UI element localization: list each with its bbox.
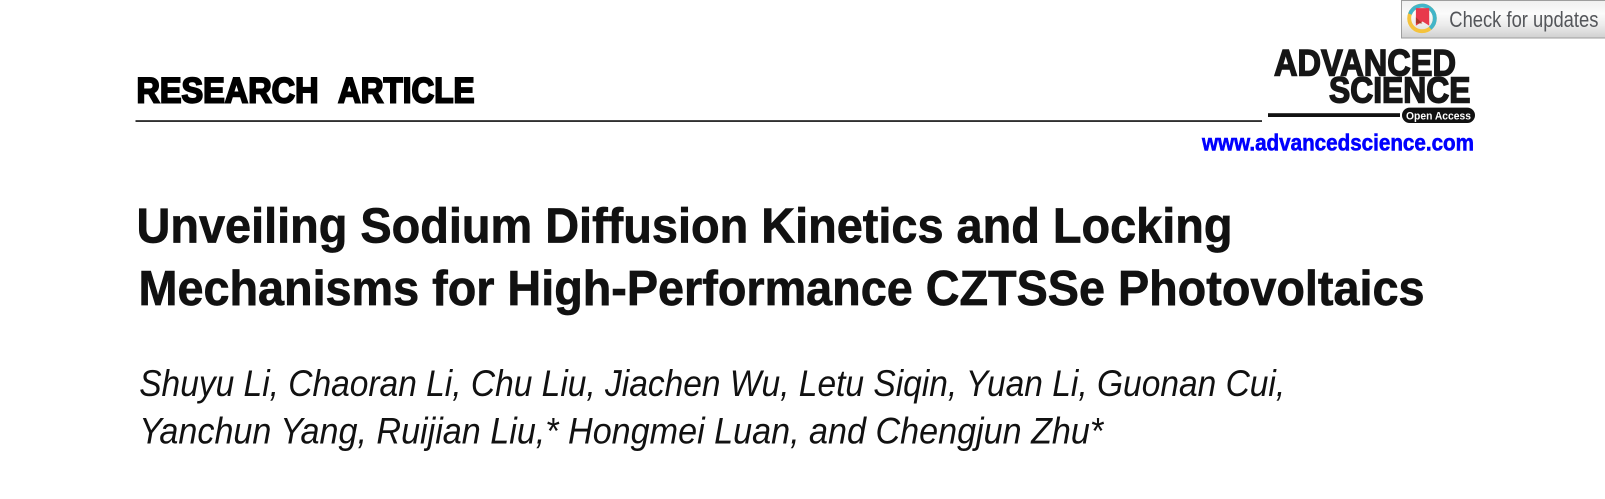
svg-text:Open Access: Open Access: [1406, 110, 1471, 122]
svg-text:Unveiling Sodium Diffusion Kin: Unveiling Sodium Diffusion Kinetics and …: [137, 199, 1233, 254]
svg-text:www.advancedscience.com: www.advancedscience.com: [1201, 129, 1474, 155]
svg-text:Mechanisms for High-Performanc: Mechanisms for High-Performance CZTSSe P…: [139, 261, 1425, 316]
svg-text:ARTICLE: ARTICLE: [338, 71, 475, 110]
svg-text:Check for updates: Check for updates: [1449, 7, 1598, 32]
svg-text:Yanchun Yang, Ruijian Liu,* Ho: Yanchun Yang, Ruijian Liu,* Hongmei Luan…: [139, 409, 1104, 451]
svg-text:RESEARCH: RESEARCH: [137, 71, 319, 110]
svg-text:Shuyu Li, Chaoran Li, Chu Liu,: Shuyu Li, Chaoran Li, Chu Liu, Jiachen W…: [139, 362, 1285, 404]
svg-text:ADVANCED: ADVANCED: [1274, 41, 1456, 83]
svg-text:SCIENCE: SCIENCE: [1329, 69, 1471, 110]
